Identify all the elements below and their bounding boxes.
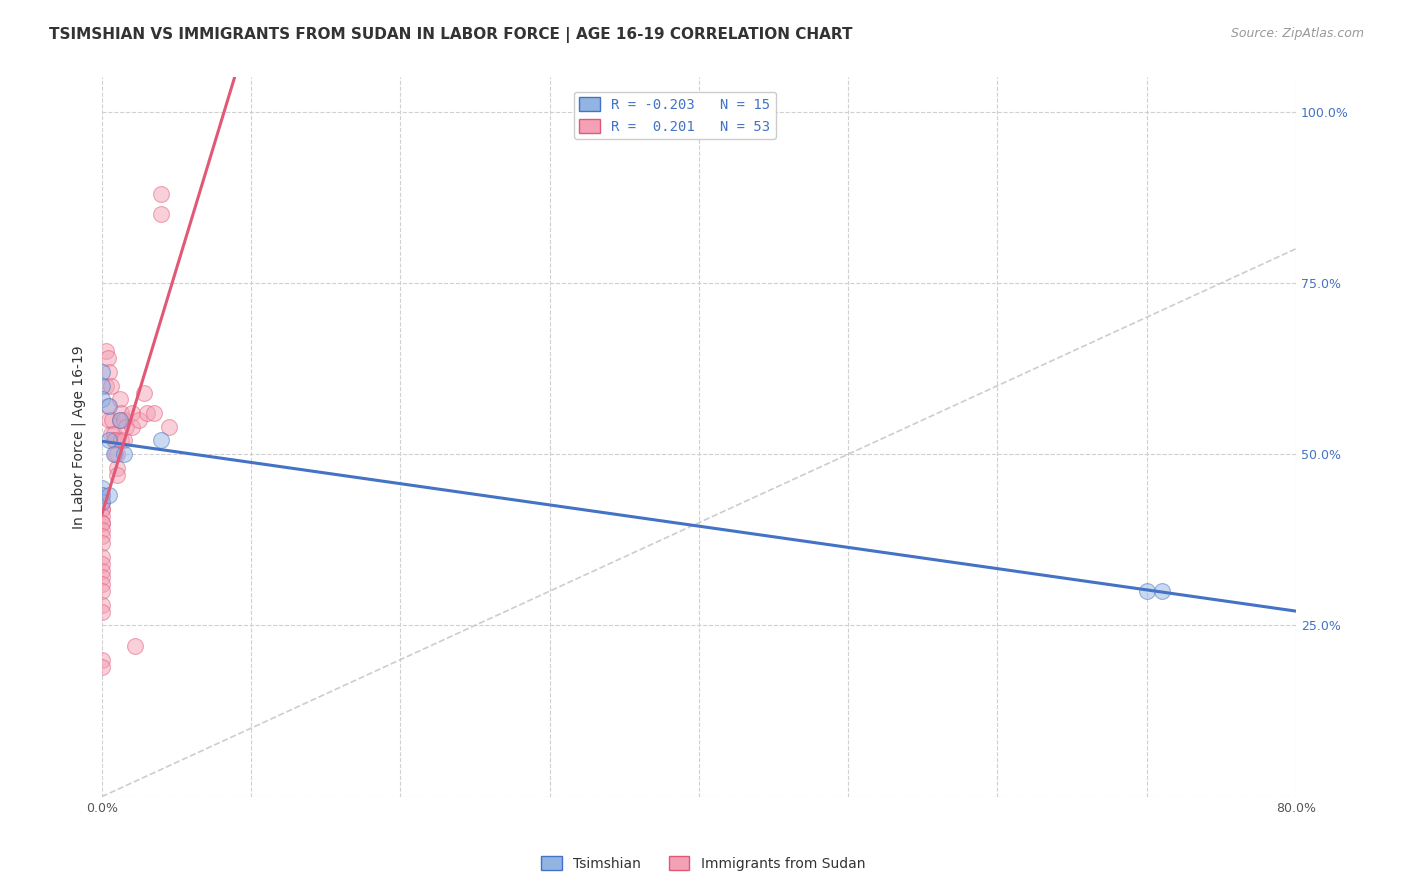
- Point: [108, 413, 131, 427]
- Point: [90, 392, 112, 407]
- Point: [104, 447, 127, 461]
- Point: [90, 502, 112, 516]
- Legend: Tsimshian, Immigrants from Sudan: Tsimshian, Immigrants from Sudan: [536, 850, 870, 876]
- Point: [110, 406, 132, 420]
- Point: [97, 351, 120, 366]
- Point: [150, 207, 173, 221]
- Point: [135, 406, 157, 420]
- Point: [90, 564, 112, 578]
- Point: [90, 365, 112, 379]
- Point: [105, 461, 128, 475]
- Point: [90, 536, 112, 550]
- Point: [108, 413, 131, 427]
- Point: [90, 584, 112, 599]
- Point: [97, 399, 120, 413]
- Point: [101, 413, 124, 427]
- Point: [103, 447, 125, 461]
- Point: [90, 570, 112, 584]
- Point: [150, 434, 173, 448]
- Point: [90, 488, 112, 502]
- Point: [90, 659, 112, 673]
- Point: [98, 488, 121, 502]
- Point: [96, 378, 118, 392]
- Point: [105, 467, 128, 482]
- Point: [1136, 584, 1159, 599]
- Point: [98, 399, 121, 413]
- Point: [98, 365, 121, 379]
- Point: [90, 598, 112, 612]
- Point: [103, 426, 125, 441]
- Point: [90, 516, 112, 530]
- Point: [90, 495, 112, 509]
- Point: [1150, 584, 1173, 599]
- Point: [143, 406, 166, 420]
- Point: [90, 549, 112, 564]
- Point: [90, 488, 112, 502]
- Point: [157, 419, 180, 434]
- Point: [98, 413, 121, 427]
- Point: [103, 434, 125, 448]
- Point: [90, 523, 112, 537]
- Point: [105, 447, 128, 461]
- Y-axis label: In Labor Force | Age 16-19: In Labor Force | Age 16-19: [72, 345, 86, 529]
- Point: [90, 605, 112, 619]
- Point: [121, 406, 143, 420]
- Point: [96, 344, 118, 359]
- Point: [90, 508, 112, 523]
- Point: [112, 447, 135, 461]
- Point: [121, 419, 143, 434]
- Point: [132, 385, 155, 400]
- Legend: R = -0.203   N = 15, R =  0.201   N = 53: R = -0.203 N = 15, R = 0.201 N = 53: [574, 92, 776, 139]
- Point: [98, 434, 121, 448]
- Point: [90, 495, 112, 509]
- Point: [90, 557, 112, 571]
- Point: [100, 426, 122, 441]
- Point: [150, 186, 173, 201]
- Point: [110, 434, 132, 448]
- Point: [90, 577, 112, 591]
- Point: [124, 639, 146, 653]
- Point: [90, 529, 112, 543]
- Point: [114, 419, 136, 434]
- Text: Source: ZipAtlas.com: Source: ZipAtlas.com: [1230, 27, 1364, 40]
- Text: TSIMSHIAN VS IMMIGRANTS FROM SUDAN IN LABOR FORCE | AGE 16-19 CORRELATION CHART: TSIMSHIAN VS IMMIGRANTS FROM SUDAN IN LA…: [49, 27, 852, 43]
- Point: [108, 392, 131, 407]
- Point: [90, 653, 112, 667]
- Point: [90, 502, 112, 516]
- Point: [90, 378, 112, 392]
- Point: [128, 413, 150, 427]
- Point: [90, 516, 112, 530]
- Point: [112, 413, 135, 427]
- Point: [100, 378, 122, 392]
- Point: [112, 434, 135, 448]
- Point: [90, 482, 112, 496]
- Point: [104, 434, 127, 448]
